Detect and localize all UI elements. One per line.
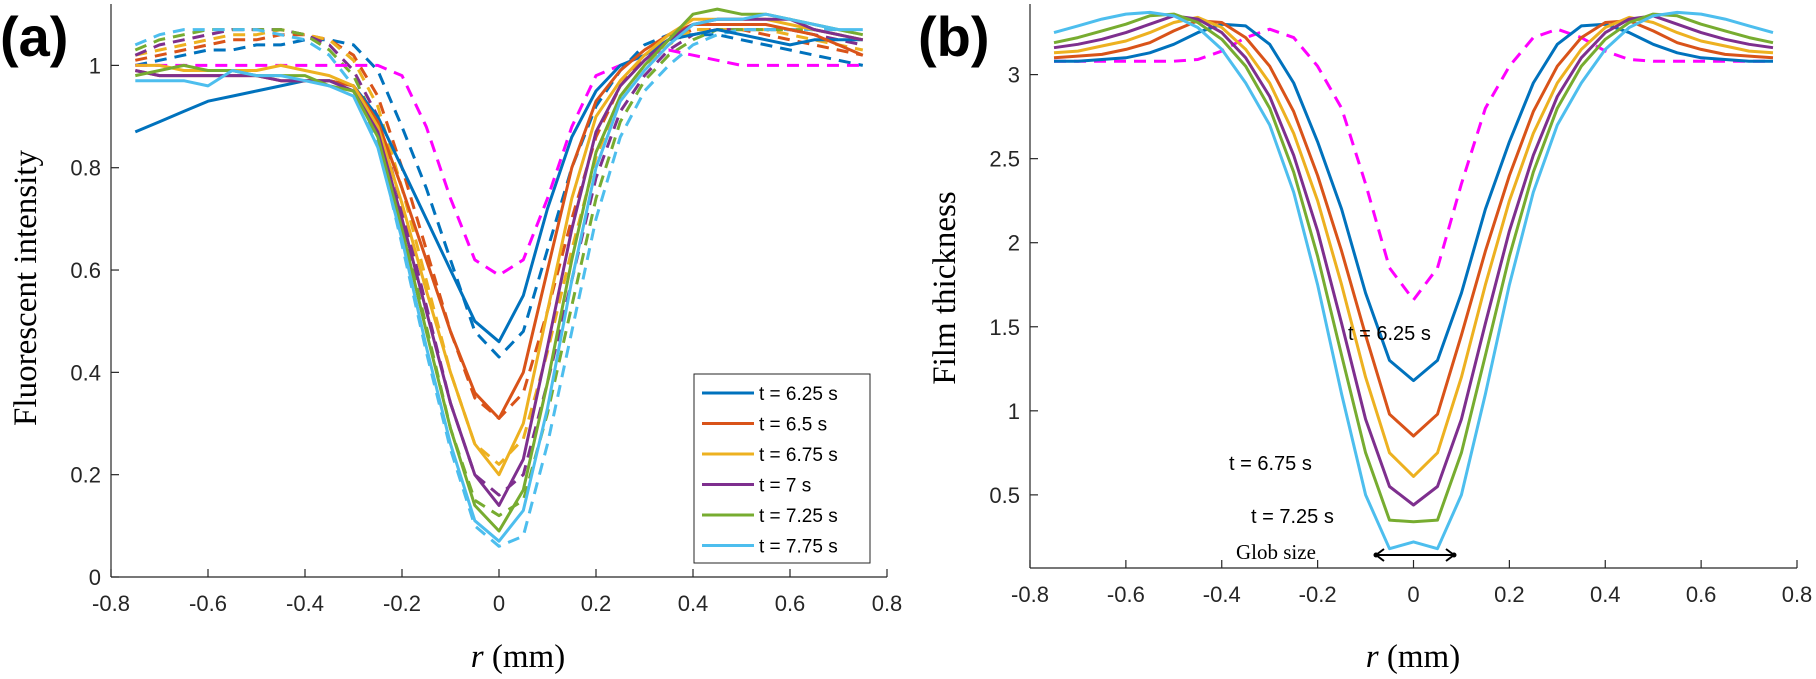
x-tick-label: 0.2 xyxy=(581,591,612,616)
panel-b: (b) Film thickness r (mm) -0.8 -0.6 -0.4 -0… xyxy=(918,4,1812,675)
y-tick-label: 0.4 xyxy=(70,360,101,385)
x-label-var: r xyxy=(471,639,484,675)
panel-a-y-axis-label: Fluorescent intensity xyxy=(8,150,44,426)
y-tick-label: 1.5 xyxy=(989,315,1020,340)
legend-item: t = 7.75 s xyxy=(702,537,838,558)
legend-label: t = 7.75 s xyxy=(759,537,838,558)
y-tick-label: 1 xyxy=(1008,399,1020,424)
y-tick-label: 0 xyxy=(89,565,101,590)
x-tick-label: 0.4 xyxy=(1590,582,1621,607)
x-tick-label: -0.6 xyxy=(1107,582,1145,607)
y-tick-label: 0.6 xyxy=(70,258,101,283)
x-tick-label: 0.8 xyxy=(1782,582,1813,607)
y-tick-label: 1 xyxy=(89,53,101,78)
x-tick-label: -0.4 xyxy=(1203,582,1241,607)
legend-label: t = 6.25 s xyxy=(759,384,838,405)
panel-a-lines xyxy=(134,7,864,548)
panel-b-axes: -0.8 -0.6 -0.4 -0.2 0 0.2 0.4 0.6 0.8 0.5 1 1.5 2 2.5… xyxy=(989,4,1812,607)
y-tick-label: 0.2 xyxy=(70,463,101,488)
series-line-solid-5 xyxy=(135,12,863,543)
x-tick-label: 0 xyxy=(1407,582,1419,607)
series-line-solid-3 xyxy=(1053,14,1774,507)
x-tick-label: -0.4 xyxy=(286,591,324,616)
x-tick-label: 0.6 xyxy=(775,591,806,616)
x-label-unit: (mm) xyxy=(484,639,566,675)
glob-size-arrow xyxy=(1373,548,1457,562)
y-tick-label: 3 xyxy=(1008,63,1020,88)
panel-b-lines xyxy=(1053,10,1774,551)
series-line-solid-1 xyxy=(134,23,864,420)
annotation-t-7-25: t = 7.25 s xyxy=(1251,506,1334,528)
legend-item: t = 7.25 s xyxy=(702,506,838,527)
legend-label: t = 7 s xyxy=(759,476,811,497)
legend-item: t = 6.25 s xyxy=(702,384,838,405)
y-tick-label: 2 xyxy=(1008,231,1020,256)
x-tick-label: -0.6 xyxy=(189,591,227,616)
panel-a-label: (a) xyxy=(0,5,68,68)
series-line-solid-0 xyxy=(134,28,863,344)
annotation-t-6-25: t = 6.25 s xyxy=(1348,323,1431,345)
legend-item: t = 6.75 s xyxy=(702,445,838,466)
series-line-solid-1 xyxy=(1053,19,1774,438)
x-tick-label: -0.8 xyxy=(1011,582,1049,607)
x-tick-label: -0.2 xyxy=(383,591,421,616)
series-line-dashed-11 xyxy=(134,28,864,548)
series-line-dashed-7 xyxy=(134,28,864,420)
y-tick-label: 0.8 xyxy=(70,156,101,181)
panel-b-label: (b) xyxy=(918,5,990,68)
y-tick-label: 2.5 xyxy=(989,147,1020,172)
x-tick-label: 0.8 xyxy=(872,591,903,616)
annotation-glob-size: Glob size xyxy=(1236,540,1316,564)
legend-label: t = 7.25 s xyxy=(759,506,838,527)
legend: t = 6.25 s t = 6.5 s t = 6.75 s t = 7 s t = … xyxy=(693,373,871,564)
series-line-solid-0 xyxy=(1054,22,1773,383)
series-line-solid-2 xyxy=(1053,15,1774,478)
legend-box xyxy=(693,373,871,564)
series-line-solid-4 xyxy=(1053,12,1774,524)
x-label-var: r xyxy=(1366,639,1379,675)
x-label-unit: (mm) xyxy=(1379,639,1461,675)
series-line-solid-5 xyxy=(1053,10,1774,551)
legend-item: t = 7 s xyxy=(702,476,811,497)
legend-label: t = 6.5 s xyxy=(759,415,827,436)
y-tick-label: 0.5 xyxy=(989,483,1020,508)
series-line-dashed-12 xyxy=(135,48,863,277)
legend-item: t = 6.5 s xyxy=(702,415,827,436)
x-tick-label: 0.2 xyxy=(1494,582,1525,607)
series-line-dashed-6 xyxy=(134,33,864,359)
x-tick-label: -0.2 xyxy=(1299,582,1337,607)
x-tick-label: 0.4 xyxy=(678,591,709,616)
panel-a: (a) Fluorescent intensity r (mm) -0.8 -0.… xyxy=(0,4,902,675)
annotation-t-6-75: t = 6.75 s xyxy=(1229,453,1312,475)
x-tick-label: 0 xyxy=(493,591,505,616)
legend-label: t = 6.75 s xyxy=(759,445,838,466)
panel-a-axes: -0.8 -0.6 -0.4 -0.2 0 0.2 0.4 0.6 0.8 0 0.2 0.4 0.6 0… xyxy=(70,4,902,616)
series-line-dashed-6 xyxy=(1054,27,1773,302)
panel-b-y-axis-label: Film thickness xyxy=(927,191,963,384)
panel-b-x-axis-label: r (mm) xyxy=(1366,639,1460,675)
panel-a-x-axis-label: r (mm) xyxy=(471,639,565,675)
x-tick-label: 0.6 xyxy=(1686,582,1717,607)
x-tick-label: -0.8 xyxy=(92,591,130,616)
